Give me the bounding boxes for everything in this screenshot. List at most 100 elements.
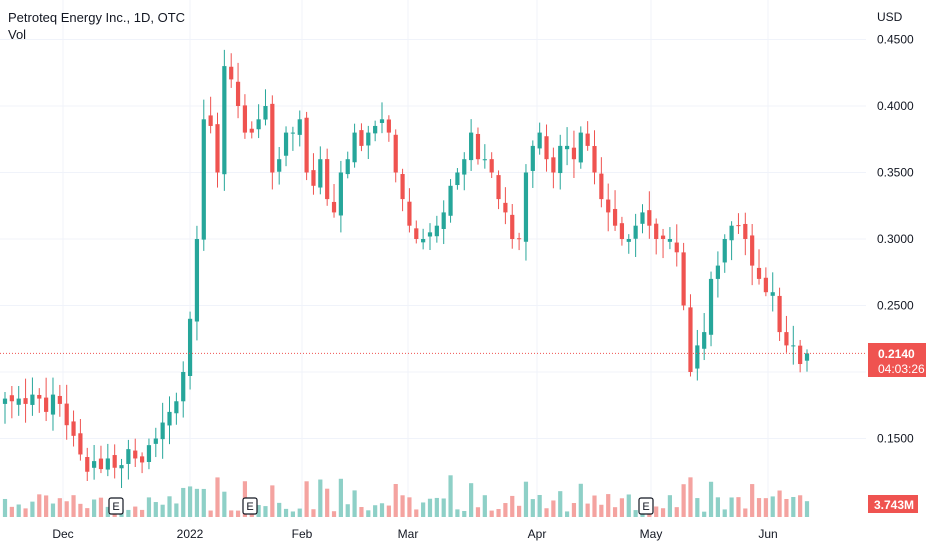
candle-body [400, 174, 405, 200]
legend-vol-label: Vol [8, 27, 27, 42]
volume-bar [414, 509, 419, 517]
candle-body [242, 105, 248, 133]
volume-bar [352, 490, 357, 517]
candle-body [599, 173, 604, 200]
candle-body [448, 185, 453, 216]
candle-body [352, 132, 357, 163]
candle-body [427, 232, 433, 237]
volume-bar [784, 498, 789, 517]
volume-bar [496, 509, 501, 517]
candle-body [407, 201, 412, 226]
candle-body [366, 132, 371, 146]
candle-body [57, 395, 62, 404]
earnings-marker[interactable] [242, 497, 258, 515]
volume-bar [229, 510, 234, 517]
volume-bar [153, 502, 158, 517]
volume-bar [482, 495, 487, 517]
price-axis[interactable]: USD 0.4500 0.4000 0.3500 0.3000 0.2500 0.1500 [877, 10, 914, 446]
volume-bar [455, 509, 460, 517]
candle-body [517, 238, 522, 240]
volume-bar [126, 509, 131, 517]
volume-bar [537, 494, 542, 517]
volume-bar [708, 481, 714, 517]
candle-body [160, 422, 165, 440]
volume-bar [729, 497, 734, 517]
candle-body [702, 332, 707, 349]
candle-body [181, 372, 186, 402]
countdown-label: 04:03:26 [878, 362, 925, 376]
candle-body [318, 159, 323, 188]
candle-body [139, 456, 145, 463]
candle-body [174, 401, 179, 414]
volume-bar [571, 503, 577, 517]
volume-bar [139, 509, 145, 517]
volume-bar [270, 485, 275, 517]
candle-body [475, 133, 481, 160]
volume-bar [311, 509, 316, 517]
earnings-marker[interactable] [638, 497, 654, 515]
volume-bar [510, 495, 515, 517]
last-price-badge: 0.2140 04:03:26 [868, 343, 926, 377]
candle-body [469, 132, 474, 161]
price-tick-label: 0.2500 [877, 299, 914, 313]
time-tick-label: Feb [292, 527, 313, 541]
legend-title: Petroteq Energy Inc., 1D, OTC [8, 10, 186, 25]
volume-bar [517, 505, 522, 517]
candle-body [791, 345, 796, 347]
volume-bar [503, 503, 508, 517]
candle-body [50, 394, 56, 415]
candle-body [798, 345, 803, 365]
volume-bar [23, 508, 28, 517]
candle-body [695, 345, 700, 369]
volume-bar [750, 484, 755, 517]
candle-body [85, 457, 90, 472]
candle-body [715, 265, 720, 279]
candle-body [386, 119, 391, 133]
volume-bar [37, 494, 42, 517]
candle-body [222, 66, 227, 175]
volume-bar [564, 511, 570, 517]
earnings-marker[interactable] [108, 497, 124, 515]
volume-bar [174, 503, 179, 517]
volume-bar [85, 508, 90, 517]
candle-body [119, 465, 124, 469]
time-axis[interactable]: Dec 2022 Feb Mar Apr May Jun [52, 527, 777, 541]
candle-body [133, 450, 138, 459]
volume-bar [297, 508, 302, 517]
candle-body [489, 159, 494, 173]
candle-body [215, 124, 220, 173]
volume-bar [338, 478, 343, 517]
candle-body [187, 318, 193, 376]
volume-bar [373, 505, 378, 517]
candle-body [235, 81, 241, 106]
candle-body [393, 134, 398, 173]
volume-bar [427, 498, 433, 517]
volume-badge-bg [868, 495, 918, 513]
volume-bar [715, 497, 720, 517]
candle-body [16, 398, 21, 405]
volume-bar [304, 481, 309, 517]
candle-body [194, 239, 200, 322]
volume-bar [2, 498, 8, 517]
candle-body [373, 125, 378, 134]
candle-body [23, 398, 28, 404]
candle-body [229, 66, 234, 80]
volume-bar [702, 511, 707, 517]
candle-body [64, 403, 69, 426]
candle-body [304, 117, 309, 173]
volume-bar [393, 484, 398, 517]
candle-body [647, 210, 652, 226]
volume-bar [16, 504, 21, 517]
candle-body [736, 225, 741, 227]
volume-bar [9, 506, 14, 517]
volume-bar [318, 479, 323, 517]
volume-bar [386, 505, 391, 517]
volume-bar [407, 497, 412, 517]
candle-body [612, 208, 618, 226]
volume-bar [167, 496, 172, 517]
candle-body [462, 159, 467, 175]
volume-bar [688, 477, 693, 517]
